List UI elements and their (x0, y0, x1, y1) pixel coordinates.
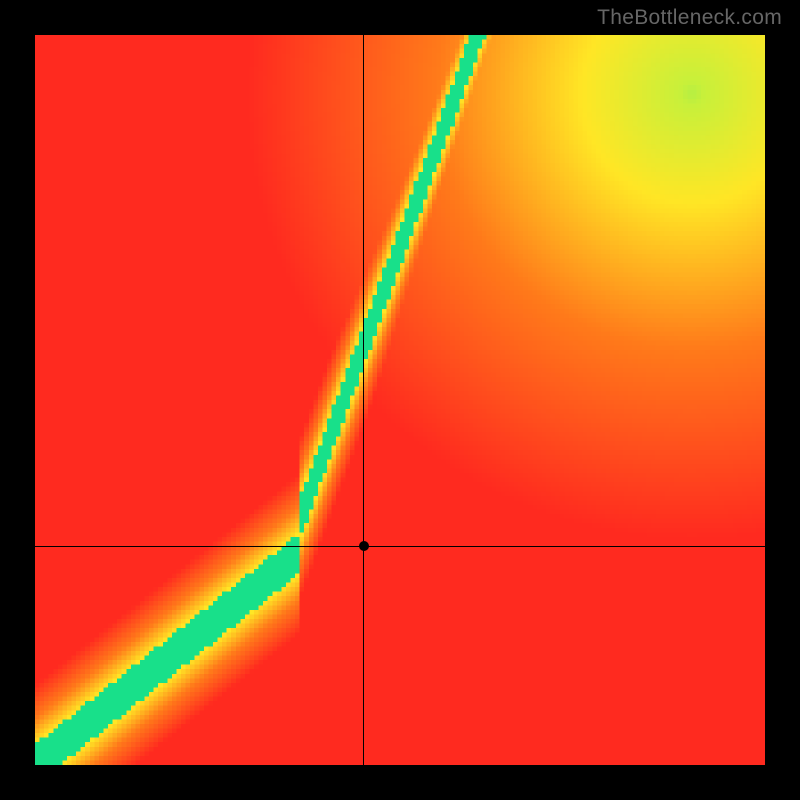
crosshair-vertical (363, 35, 364, 765)
chart-container: TheBottleneck.com (0, 0, 800, 800)
plot-area (35, 35, 765, 765)
crosshair-horizontal (35, 546, 765, 547)
marker-dot (359, 541, 369, 551)
heatmap-canvas (35, 35, 765, 765)
watermark-text: TheBottleneck.com (597, 6, 782, 30)
